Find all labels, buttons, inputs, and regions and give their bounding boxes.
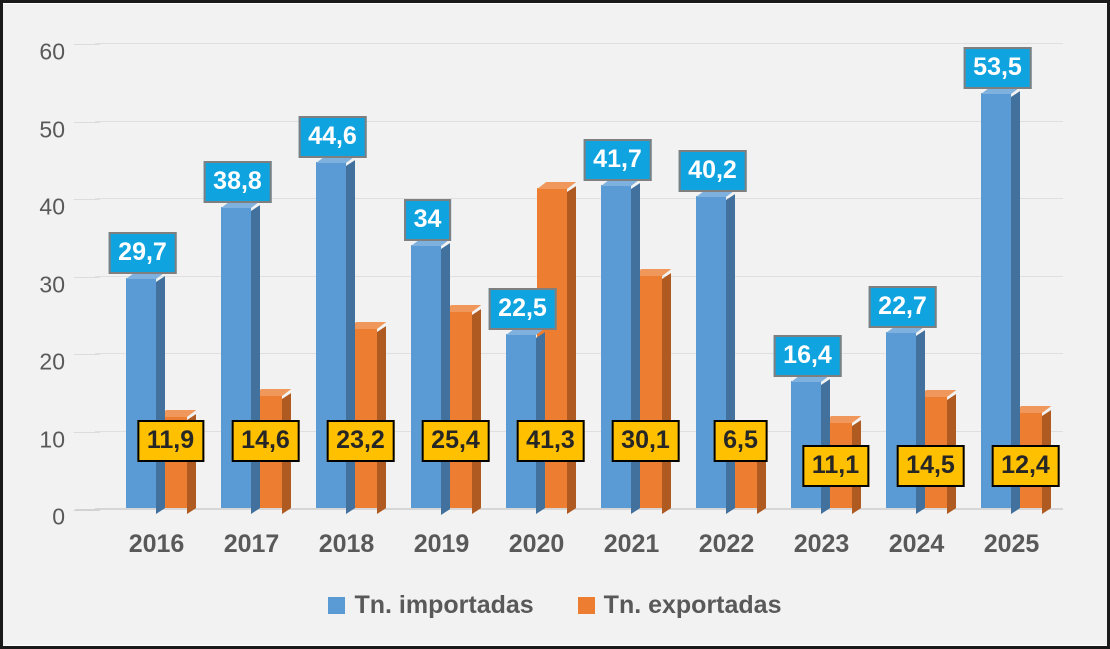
- bar-imported-2025[interactable]: [980, 87, 1020, 514]
- data-label-exported-2023: 11,1: [801, 445, 870, 487]
- axis-baseline: [95, 508, 1063, 510]
- x-axis-tick-label-2024: 2024: [888, 530, 945, 558]
- gridline: [95, 43, 1063, 44]
- bar-side: [440, 242, 450, 514]
- data-label-imported-2019: 34: [403, 198, 452, 241]
- data-label-exported-2016: 11,9: [136, 420, 205, 462]
- data-label-imported-2016: 29,7: [108, 231, 177, 274]
- x-axis-tick-label-2018: 2018: [318, 530, 375, 558]
- legend-item-exported[interactable]: Tn. exportadas: [577, 591, 782, 620]
- x-axis-tick-label-2022: 2022: [698, 530, 755, 558]
- gridline: [95, 120, 1063, 122]
- data-label-exported-2019: 25,4: [421, 420, 490, 462]
- x-axis-tick-label-2016: 2016: [128, 530, 185, 558]
- x-axis-tick-label-2021: 2021: [603, 530, 660, 558]
- gridline: [95, 198, 1063, 199]
- bar-side: [725, 194, 735, 514]
- x-axis-tick-label-2017: 2017: [223, 530, 280, 558]
- legend-item-imported[interactable]: Tn. importadas: [328, 591, 534, 620]
- bar-imported-2023[interactable]: [790, 374, 830, 514]
- bar-imported-2016[interactable]: [125, 271, 165, 514]
- data-label-imported-2021: 41,7: [583, 138, 652, 181]
- gridline: [95, 275, 1063, 277]
- x-axis-tick-label-2023: 2023: [793, 530, 850, 558]
- x-axis-tick-label-2020: 2020: [508, 530, 565, 558]
- legend-label: Tn. exportadas: [603, 591, 782, 619]
- data-label-exported-2021: 30,1: [611, 420, 680, 462]
- legend-label: Tn. importadas: [354, 591, 534, 619]
- bar-face: [220, 207, 251, 508]
- data-label-exported-2018: 23,2: [326, 420, 395, 462]
- x-axis-tick-label-2019: 2019: [413, 530, 470, 558]
- data-label-imported-2018: 44,6: [298, 116, 367, 159]
- bar-imported-2019[interactable]: [410, 238, 450, 514]
- bar-side: [661, 272, 671, 514]
- data-label-imported-2017: 38,8: [203, 161, 272, 204]
- bar-side: [471, 309, 481, 514]
- x-axis-tick-label-2025: 2025: [983, 530, 1040, 558]
- bar-face: [980, 93, 1011, 508]
- legend-swatch-icon: [328, 597, 346, 614]
- data-label-imported-2020: 22,5: [488, 287, 557, 330]
- plot-area: 29,7 11,9 38,8 14,6 44,6 23,2 34 25,4 22,5 41,3 41…: [73, 23, 1063, 514]
- data-label-exported-2022: 6,5: [713, 420, 768, 462]
- data-label-exported-2017: 14,6: [231, 420, 300, 462]
- bar-side: [756, 455, 766, 514]
- data-label-exported-2025: 12,4: [991, 445, 1060, 487]
- bar-side: [155, 275, 165, 514]
- data-label-imported-2024: 22,7: [868, 286, 937, 329]
- bar-side: [250, 205, 260, 514]
- data-label-imported-2022: 40,2: [678, 150, 747, 193]
- bar-face: [125, 277, 156, 508]
- data-label-exported-2020: 41,3: [516, 420, 585, 462]
- legend-swatch-icon: [577, 597, 595, 614]
- data-label-imported-2025: 53,5: [963, 47, 1032, 90]
- chart-legend: Tn. importadas Tn. exportadas: [3, 591, 1107, 620]
- bar-side: [566, 186, 576, 514]
- bar-imported-2020[interactable]: [505, 327, 545, 514]
- bar-side: [630, 182, 640, 514]
- data-label-exported-2024: 14,5: [896, 445, 965, 487]
- data-label-imported-2023: 16,4: [773, 334, 842, 377]
- gridline: [95, 353, 1063, 354]
- bar-top: [536, 181, 576, 189]
- bar-face: [410, 244, 441, 508]
